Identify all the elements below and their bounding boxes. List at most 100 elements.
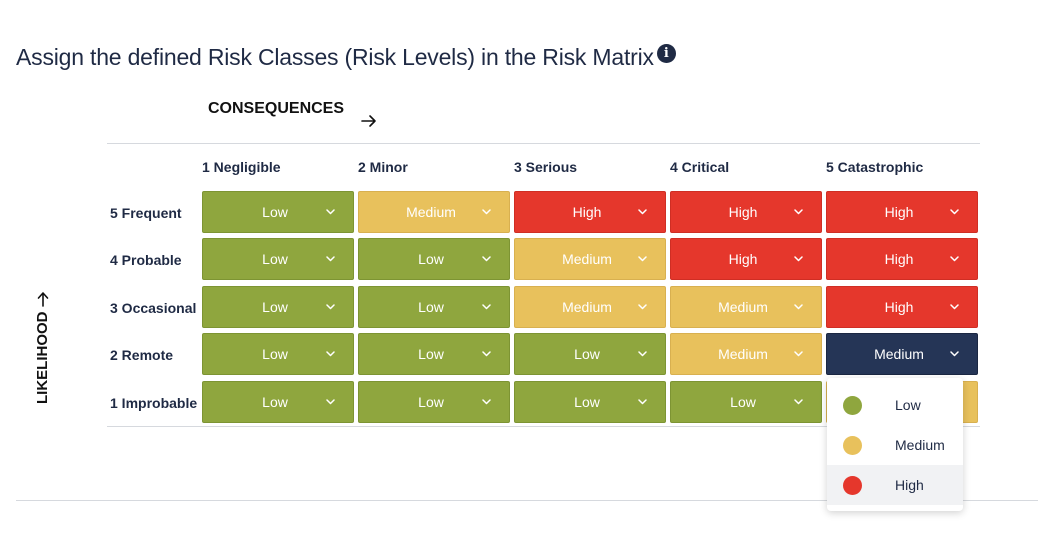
risk-level-value: Medium	[718, 299, 768, 315]
matrix-top-divider	[107, 143, 980, 144]
row-label: 3 Occasional	[110, 300, 197, 316]
risk-level-select[interactable]: Medium	[514, 286, 666, 328]
risk-level-select[interactable]: Low	[670, 381, 822, 423]
chevron-down-icon	[482, 256, 491, 262]
likelihood-label: LIKELIHOOD	[34, 311, 51, 405]
dropdown-option-label: High	[895, 477, 924, 493]
dropdown-option-medium[interactable]: Medium	[827, 425, 963, 465]
risk-level-value: Low	[574, 394, 600, 410]
matrix-bottom-divider	[107, 426, 980, 427]
chevron-down-icon	[482, 304, 491, 310]
risk-level-value: Low	[418, 394, 444, 410]
risk-level-value: Medium	[562, 299, 612, 315]
risk-level-select[interactable]: High	[826, 286, 978, 328]
chevron-down-icon	[326, 256, 335, 262]
risk-level-select[interactable]: Low	[202, 381, 354, 423]
risk-level-value: Medium	[718, 346, 768, 362]
chevron-down-icon	[950, 304, 959, 310]
risk-level-value: High	[884, 251, 914, 267]
chevron-down-icon	[638, 351, 647, 357]
risk-level-value: Medium	[406, 204, 456, 220]
dropdown-option-high[interactable]: High	[827, 465, 963, 505]
chevron-down-icon	[638, 304, 647, 310]
risk-level-value: Low	[418, 299, 444, 315]
consequences-label: CONSEQUENCES	[208, 100, 345, 117]
risk-level-select[interactable]: High	[670, 191, 822, 233]
risk-level-select[interactable]: Low	[358, 333, 510, 375]
risk-level-value: Medium	[874, 346, 924, 362]
risk-level-value: High	[572, 204, 602, 220]
chevron-down-icon	[638, 399, 647, 405]
chevron-down-icon	[482, 209, 491, 215]
column-header: 1 Negligible	[202, 159, 281, 175]
risk-level-select[interactable]: High	[670, 238, 822, 280]
risk-level-select[interactable]: Low	[202, 286, 354, 328]
column-header: 2 Minor	[358, 159, 408, 175]
chevron-down-icon	[794, 304, 803, 310]
color-dot-icon	[843, 435, 862, 455]
risk-level-select[interactable]: Medium	[670, 333, 822, 375]
risk-level-value: Low	[262, 299, 288, 315]
risk-level-value: Low	[574, 346, 600, 362]
risk-level-value: High	[728, 204, 758, 220]
dropdown-option-label: Medium	[895, 437, 945, 453]
chevron-down-icon	[326, 304, 335, 310]
row-label: 1 Improbable	[110, 395, 198, 411]
row-label: 2 Remote	[110, 347, 174, 363]
chevron-down-icon	[326, 209, 335, 215]
chevron-down-icon	[326, 351, 335, 357]
risk-level-select[interactable]: Low	[202, 191, 354, 233]
chevron-down-icon	[482, 399, 491, 405]
risk-level-select[interactable]: Low	[514, 381, 666, 423]
risk-level-select[interactable]: High	[826, 238, 978, 280]
risk-level-dropdown: Low Medium High	[827, 378, 963, 511]
row-label: 4 Probable	[110, 252, 182, 268]
risk-level-select[interactable]: Medium	[670, 286, 822, 328]
risk-level-value: High	[884, 299, 914, 315]
risk-level-value: High	[884, 204, 914, 220]
risk-level-value: Low	[262, 346, 288, 362]
dropdown-option-low[interactable]: Low	[827, 385, 963, 425]
dropdown-option-label: Low	[895, 397, 921, 413]
chevron-down-icon	[950, 209, 959, 215]
risk-level-select[interactable]: Low	[358, 381, 510, 423]
chevron-down-icon	[482, 351, 491, 357]
risk-level-value: Low	[418, 251, 444, 267]
risk-level-select[interactable]: Medium	[514, 238, 666, 280]
risk-level-value: High	[728, 251, 758, 267]
title-row: Assign the defined Risk Classes (Risk Le…	[16, 44, 676, 71]
chevron-down-icon	[326, 399, 335, 405]
risk-level-select[interactable]: Low	[202, 333, 354, 375]
chevron-down-icon	[638, 209, 647, 215]
chevron-down-icon	[638, 256, 647, 262]
row-label: 5 Frequent	[110, 205, 182, 221]
chevron-down-icon	[794, 351, 803, 357]
arrow-right-icon	[361, 115, 376, 127]
column-header: 4 Critical	[670, 159, 730, 175]
risk-level-value: Low	[730, 394, 756, 410]
page-title: Assign the defined Risk Classes (Risk Le…	[16, 44, 654, 70]
risk-level-select[interactable]: High	[514, 191, 666, 233]
risk-level-select[interactable]: Medium	[358, 191, 510, 233]
risk-level-select[interactable]: Medium	[826, 333, 978, 375]
risk-level-select[interactable]: High	[826, 191, 978, 233]
risk-level-select[interactable]: Low	[514, 333, 666, 375]
risk-level-select[interactable]: Low	[202, 238, 354, 280]
chevron-down-icon	[950, 351, 959, 357]
chevron-down-icon	[794, 256, 803, 262]
chevron-down-icon	[950, 256, 959, 262]
risk-level-value: Low	[262, 204, 288, 220]
chevron-down-icon	[794, 399, 803, 405]
arrow-up-icon	[37, 292, 48, 308]
color-dot-icon	[843, 395, 862, 415]
risk-level-select[interactable]: Low	[358, 286, 510, 328]
info-icon[interactable]: i	[656, 44, 676, 63]
likelihood-axis: LIKELIHOOD	[34, 292, 51, 405]
risk-level-select[interactable]: Low	[358, 238, 510, 280]
risk-level-value: Medium	[562, 251, 612, 267]
risk-level-value: Low	[262, 394, 288, 410]
color-dot-icon	[843, 475, 862, 495]
risk-level-value: Low	[418, 346, 444, 362]
section-divider	[16, 500, 1038, 501]
column-header: 3 Serious	[514, 159, 578, 175]
